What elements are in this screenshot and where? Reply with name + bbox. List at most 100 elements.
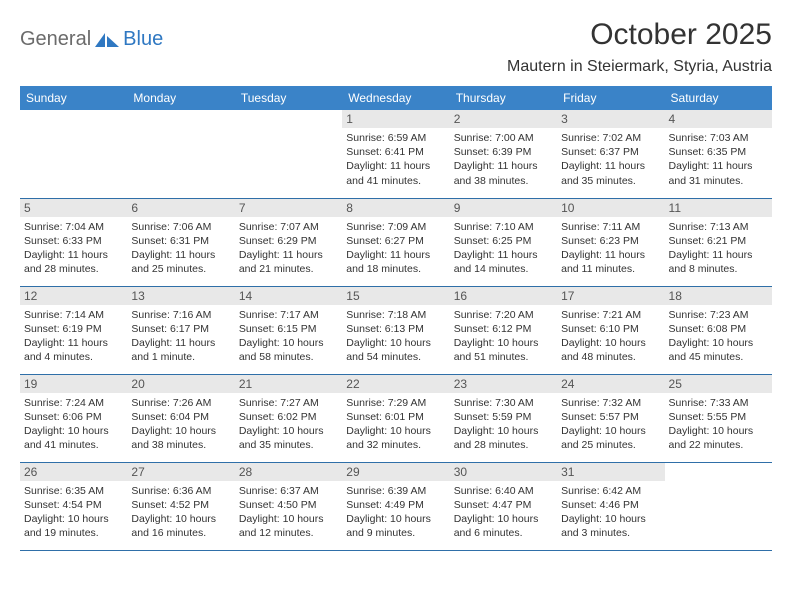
sunset-line: Sunset: 6:29 PM	[239, 234, 338, 248]
sunrise-line: Sunrise: 7:30 AM	[454, 396, 553, 410]
calendar-week-row: 5Sunrise: 7:04 AMSunset: 6:33 PMDaylight…	[20, 198, 772, 286]
day-number: 26	[20, 463, 127, 481]
day-details: Sunrise: 7:20 AMSunset: 6:12 PMDaylight:…	[454, 308, 553, 365]
sunset-line: Sunset: 6:21 PM	[669, 234, 768, 248]
calendar-day-cell: 4Sunrise: 7:03 AMSunset: 6:35 PMDaylight…	[665, 110, 772, 198]
header: General Blue October 2025 Mautern in Ste…	[20, 18, 772, 82]
calendar-day-cell: 11Sunrise: 7:13 AMSunset: 6:21 PMDayligh…	[665, 198, 772, 286]
daylight2-line: and 1 minute.	[131, 350, 230, 364]
day-details: Sunrise: 7:06 AMSunset: 6:31 PMDaylight:…	[131, 220, 230, 277]
calendar-day-cell: 22Sunrise: 7:29 AMSunset: 6:01 PMDayligh…	[342, 374, 449, 462]
sunset-line: Sunset: 6:17 PM	[131, 322, 230, 336]
day-details: Sunrise: 7:30 AMSunset: 5:59 PMDaylight:…	[454, 396, 553, 453]
daylight2-line: and 11 minutes.	[561, 262, 660, 276]
day-details: Sunrise: 7:10 AMSunset: 6:25 PMDaylight:…	[454, 220, 553, 277]
calendar-day-cell: 18Sunrise: 7:23 AMSunset: 6:08 PMDayligh…	[665, 286, 772, 374]
daylight2-line: and 12 minutes.	[239, 526, 338, 540]
sunrise-line: Sunrise: 6:35 AM	[24, 484, 123, 498]
calendar-day-cell: 29Sunrise: 6:39 AMSunset: 4:49 PMDayligh…	[342, 462, 449, 550]
sunset-line: Sunset: 4:52 PM	[131, 498, 230, 512]
day-number: 20	[127, 375, 234, 393]
calendar-day-cell	[20, 110, 127, 198]
daylight2-line: and 41 minutes.	[24, 438, 123, 452]
sunset-line: Sunset: 4:54 PM	[24, 498, 123, 512]
daylight2-line: and 18 minutes.	[346, 262, 445, 276]
daylight2-line: and 21 minutes.	[239, 262, 338, 276]
day-number: 7	[235, 199, 342, 217]
sunrise-line: Sunrise: 6:42 AM	[561, 484, 660, 498]
daylight2-line: and 38 minutes.	[454, 174, 553, 188]
calendar-day-cell: 2Sunrise: 7:00 AMSunset: 6:39 PMDaylight…	[450, 110, 557, 198]
sunset-line: Sunset: 6:01 PM	[346, 410, 445, 424]
daylight2-line: and 41 minutes.	[346, 174, 445, 188]
day-number: 11	[665, 199, 772, 217]
sunset-line: Sunset: 4:46 PM	[561, 498, 660, 512]
day-number: 28	[235, 463, 342, 481]
calendar-day-cell: 26Sunrise: 6:35 AMSunset: 4:54 PMDayligh…	[20, 462, 127, 550]
day-header: Sunday	[20, 86, 127, 110]
day-number: 1	[342, 110, 449, 128]
sunrise-line: Sunrise: 7:03 AM	[669, 131, 768, 145]
day-number: 14	[235, 287, 342, 305]
sunrise-line: Sunrise: 7:11 AM	[561, 220, 660, 234]
calendar-day-cell: 14 Sunrise: 7:17 AMSunset: 6:15 PMDayligh…	[235, 286, 342, 374]
calendar-day-cell: 16Sunrise: 7:20 AMSunset: 6:12 PMDayligh…	[450, 286, 557, 374]
calendar-day-cell: 10Sunrise: 7:11 AMSunset: 6:23 PMDayligh…	[557, 198, 664, 286]
day-header: Thursday	[450, 86, 557, 110]
day-header-row: Sunday Monday Tuesday Wednesday Thursday…	[20, 86, 772, 110]
daylight1-line: Daylight: 10 hours	[669, 336, 768, 350]
daylight1-line: Daylight: 11 hours	[24, 336, 123, 350]
day-header: Saturday	[665, 86, 772, 110]
sunset-line: Sunset: 6:41 PM	[346, 145, 445, 159]
sunset-line: Sunset: 6:35 PM	[669, 145, 768, 159]
daylight1-line: Daylight: 11 hours	[561, 159, 660, 173]
day-number: 31	[557, 463, 664, 481]
day-details: Sunrise: 7:02 AMSunset: 6:37 PMDaylight:…	[561, 131, 660, 188]
daylight2-line: and 25 minutes.	[561, 438, 660, 452]
sunrise-line: Sunrise: 7:32 AM	[561, 396, 660, 410]
calendar-day-cell: 20Sunrise: 7:26 AMSunset: 6:04 PMDayligh…	[127, 374, 234, 462]
daylight2-line: and 19 minutes.	[24, 526, 123, 540]
day-number: 22	[342, 375, 449, 393]
sunrise-line: Sunrise: 7:33 AM	[669, 396, 768, 410]
sunrise-line: Sunrise: 6:36 AM	[131, 484, 230, 498]
day-number: 17	[557, 287, 664, 305]
calendar-day-cell	[127, 110, 234, 198]
calendar-day-cell: 27Sunrise: 6:36 AMSunset: 4:52 PMDayligh…	[127, 462, 234, 550]
day-number: 9	[450, 199, 557, 217]
title-block: October 2025 Mautern in Steiermark, Styr…	[507, 18, 772, 82]
daylight2-line: and 8 minutes.	[669, 262, 768, 276]
sunset-line: Sunset: 6:15 PM	[239, 322, 338, 336]
daylight1-line: Daylight: 11 hours	[346, 159, 445, 173]
sunrise-line: Sunrise: 7:04 AM	[24, 220, 123, 234]
sunrise-line: Sunrise: 7:21 AM	[561, 308, 660, 322]
daylight1-line: Daylight: 11 hours	[24, 248, 123, 262]
daylight1-line: Daylight: 11 hours	[454, 248, 553, 262]
location-subtitle: Mautern in Steiermark, Styria, Austria	[507, 58, 772, 76]
day-header: Tuesday	[235, 86, 342, 110]
day-details: Sunrise: 7:18 AMSunset: 6:13 PMDaylight:…	[346, 308, 445, 365]
sunrise-line: Sunrise: 7:09 AM	[346, 220, 445, 234]
sunrise-line: Sunrise: 7:14 AM	[24, 308, 123, 322]
day-number: 2	[450, 110, 557, 128]
day-number: 8	[342, 199, 449, 217]
sunset-line: Sunset: 6:37 PM	[561, 145, 660, 159]
sunrise-line: Sunrise: 7:13 AM	[669, 220, 768, 234]
calendar-week-row: 26Sunrise: 6:35 AMSunset: 4:54 PMDayligh…	[20, 462, 772, 550]
calendar-day-cell: 21Sunrise: 7:27 AMSunset: 6:02 PMDayligh…	[235, 374, 342, 462]
calendar-day-cell: 17Sunrise: 7:21 AMSunset: 6:10 PMDayligh…	[557, 286, 664, 374]
calendar-day-cell: 6Sunrise: 7:06 AMSunset: 6:31 PMDaylight…	[127, 198, 234, 286]
sunset-line: Sunset: 6:27 PM	[346, 234, 445, 248]
sunset-line: Sunset: 5:57 PM	[561, 410, 660, 424]
day-number: 29	[342, 463, 449, 481]
calendar-day-cell: 15 Sunrise: 7:18 AMSunset: 6:13 PMDayligh…	[342, 286, 449, 374]
day-number: 10	[557, 199, 664, 217]
day-details: Sunrise: 7:14 AMSunset: 6:19 PMDaylight:…	[24, 308, 123, 365]
day-number: 15	[342, 287, 449, 305]
daylight2-line: and 25 minutes.	[131, 262, 230, 276]
daylight2-line: and 54 minutes.	[346, 350, 445, 364]
day-details: Sunrise: 7:17 AMSunset: 6:15 PMDaylight:…	[239, 308, 338, 365]
day-number: 5	[20, 199, 127, 217]
day-number: 27	[127, 463, 234, 481]
calendar-day-cell: 7Sunrise: 7:07 AMSunset: 6:29 PMDaylight…	[235, 198, 342, 286]
